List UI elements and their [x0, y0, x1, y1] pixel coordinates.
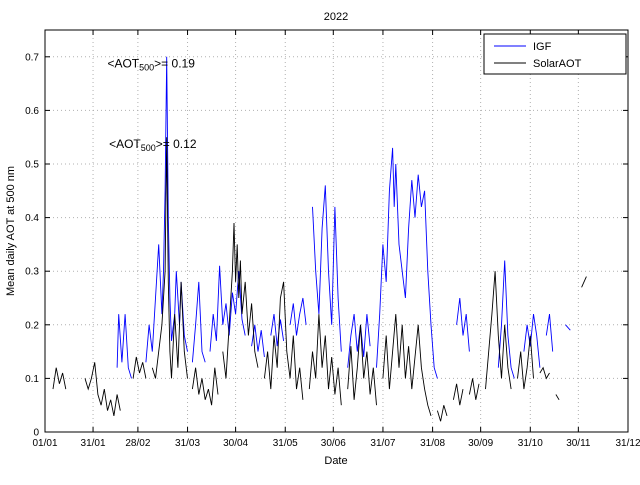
legend-box [483, 33, 627, 75]
y-tick-label: 0.4 [25, 213, 39, 224]
x-tick-label: 31/10 [518, 438, 543, 449]
igf-series-line [347, 314, 371, 368]
y-axis-label: Mean daily AOT at 500 nm [5, 166, 17, 296]
x-tick-label: 30/06 [321, 438, 346, 449]
igf-series-line [565, 324, 571, 331]
x-tick-label: 31/01 [81, 438, 106, 449]
plot-border [44, 29, 629, 433]
x-tick-label: 31/08 [420, 438, 445, 449]
axis-ticks: 0 0.1 0.2 0.3 0.4 0.5 0.6 0.7 01/01 31/01 28/02 31/… [25, 30, 640, 449]
data-series [52, 56, 587, 422]
mean-aot-annotation: <AOT500>= 0.19 [107, 57, 195, 73]
x-tick-label: 30/11 [566, 438, 591, 449]
igf-series-line [376, 147, 438, 379]
igf-series-line [497, 260, 515, 379]
igf-series-line [270, 314, 285, 347]
solaraot-series-line [452, 383, 464, 406]
annotations: <AOT500>= 0.19 <AOT500>= 0.12 [107, 57, 196, 153]
x-tick-label: 01/01 [32, 438, 57, 449]
chart-title: 2022 [324, 11, 348, 23]
solaraot-series-line [382, 314, 432, 417]
y-tick-label: 0.2 [25, 320, 39, 331]
solaraot-series-line [191, 367, 219, 406]
solaraot-series-line [84, 362, 121, 416]
x-tick-label: 30/09 [468, 438, 493, 449]
y-tick-label: 0.1 [25, 374, 39, 385]
x-tick-label: 31/12 [615, 438, 640, 449]
solaraot-series-line [151, 137, 188, 379]
solaraot-series-line [485, 271, 512, 390]
solaraot-series-line [436, 405, 448, 422]
x-tick-label: 28/02 [125, 438, 150, 449]
igf-series-line [456, 297, 470, 352]
solaraot-series-line [132, 356, 147, 379]
y-tick-label: 0.6 [25, 106, 39, 117]
igf-series-line [312, 185, 342, 352]
solaraot-series-line [581, 276, 587, 288]
x-tick-label: 30/04 [223, 438, 248, 449]
y-tick-label: 0 [33, 428, 39, 439]
x-tick-label: 31/07 [370, 438, 395, 449]
y-tick-label: 0.3 [25, 267, 39, 278]
x-tick-label: 31/03 [175, 438, 200, 449]
y-tick-label: 0.5 [25, 160, 39, 171]
mean-aot-annotation: <AOT500>= 0.12 [109, 137, 197, 153]
grid-lines [45, 30, 628, 432]
solaraot-series-line [52, 367, 67, 390]
legend: IGF SolarAOT [483, 33, 627, 75]
x-tick-label: 31/05 [273, 438, 298, 449]
igf-series-line [523, 314, 541, 368]
solaraot-series-line [263, 281, 304, 400]
igf-series-line [145, 56, 188, 363]
solaraot-series-line [347, 324, 377, 406]
igf-series-line [545, 314, 554, 352]
x-axis-label: Date [324, 455, 347, 467]
legend-item-label: SolarAOT [533, 58, 582, 70]
y-tick-label: 0.7 [25, 52, 39, 63]
igf-series-line [191, 281, 206, 363]
solaraot-series-line [517, 335, 534, 390]
solaraot-series-line [222, 222, 259, 379]
solaraot-series-line [468, 378, 480, 400]
solaraot-series-line [539, 366, 550, 380]
solaraot-series-line [555, 394, 560, 401]
igf-series-line [116, 314, 132, 379]
legend-item-label: IGF [533, 41, 552, 53]
solaraot-series-line [308, 314, 342, 406]
igf-series-line [289, 297, 307, 336]
